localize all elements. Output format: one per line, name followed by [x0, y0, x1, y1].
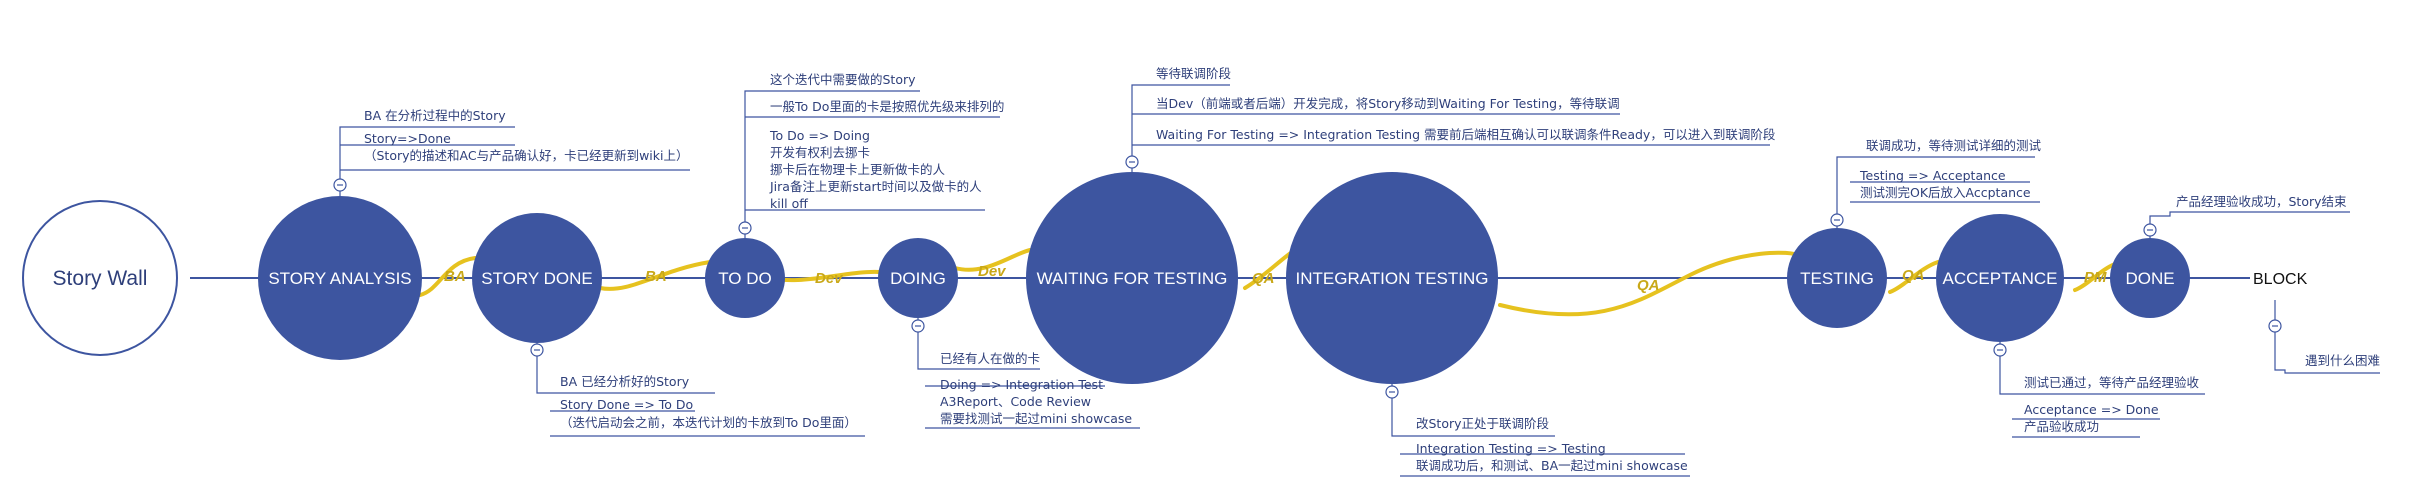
note-text: 需要找测试一起过mini showcase — [940, 411, 1132, 426]
note-text: Acceptance => Done — [2024, 402, 2159, 417]
connector-label: QA — [1637, 277, 1660, 294]
stage-nodes — [258, 172, 2190, 384]
note-text: （Story的描述和AC与产品确认好，卡已经更新到wiki上） — [364, 148, 689, 163]
node-label-doing: DOING — [890, 269, 946, 288]
node-label-waiting: WAITING FOR TESTING — [1037, 269, 1228, 288]
node-doing[interactable] — [878, 238, 958, 318]
note-text: 遇到什么困难 — [2305, 353, 2380, 368]
wave-done-todo — [598, 260, 712, 291]
node-story-done[interactable] — [472, 213, 602, 343]
note-text: kill off — [770, 196, 808, 211]
wave-waiting-integration — [1243, 250, 1294, 290]
note-text: Testing => Acceptance — [1859, 168, 2006, 183]
note-text: 联调成功，等待测试详细的测试 — [1866, 138, 2042, 153]
node-testing[interactable] — [1787, 228, 1887, 328]
connector-label: Dev — [815, 270, 844, 287]
root-circle[interactable] — [22, 200, 178, 356]
node-label-block[interactable]: BLOCK — [2253, 271, 2308, 288]
connector-label: Dev — [978, 263, 1007, 280]
node-to-do[interactable] — [705, 238, 785, 318]
note-text: （迭代启动会之前，本迭代计划的卡放到To Do里面） — [560, 415, 857, 430]
note-text: BA 在分析过程中的Story — [364, 108, 506, 123]
wave-testing-acceptance — [1888, 260, 1940, 294]
node-done[interactable] — [2110, 238, 2190, 318]
note-text: Story=>Done — [364, 131, 451, 146]
node-integration-testing[interactable] — [1286, 172, 1498, 384]
note-branches — [339, 84, 2380, 477]
connector-label: BA — [444, 268, 466, 285]
connector-label: BA — [645, 268, 667, 285]
note-text: Jira备注上更新start时间以及做卡的人 — [769, 179, 982, 194]
connector-label: PM — [2084, 269, 2107, 286]
note-text: Doing => Integration Test — [940, 377, 1103, 392]
node-acceptance[interactable] — [1936, 214, 2064, 342]
note-text: 测试已通过，等待产品经理验收 — [2024, 375, 2200, 390]
wave-acceptance-done — [2073, 262, 2117, 292]
node-story-analysis[interactable] — [258, 196, 422, 360]
note-text: A3Report、Code Review — [940, 394, 1091, 409]
node-label-to-do: TO DO — [718, 269, 772, 288]
note-text: 挪卡后在物理卡上更新做卡的人 — [770, 162, 946, 177]
node-label-story-analysis: STORY ANALYSIS — [268, 269, 411, 288]
wave-integration-testing — [1498, 250, 1802, 317]
note-text: 这个迭代中需要做的Story — [770, 72, 916, 87]
note-text: 产品验收成功 — [2024, 419, 2099, 434]
note-text: 一般To Do里面的卡是按照优先级来排列的 — [770, 99, 1004, 114]
node-label-testing: TESTING — [1800, 269, 1874, 288]
note-text: Story Done => To Do — [560, 397, 693, 412]
node-label-story-done: STORY DONE — [481, 269, 592, 288]
note-text: Integration Testing => Testing — [1416, 441, 1606, 456]
connector-label: QA — [1902, 267, 1925, 284]
note-text: 改Story正处于联调阶段 — [1416, 416, 1549, 431]
wave-analysis-done — [418, 256, 477, 297]
note-text: 产品经理验收成功，Story结束 — [2176, 194, 2347, 209]
note-text: 等待联调阶段 — [1156, 66, 1231, 81]
node-waiting-for-testing[interactable] — [1026, 172, 1238, 384]
note-text: To Do => Doing — [769, 128, 870, 143]
wave-doing-waiting — [953, 248, 1032, 272]
note-text: BA 已经分析好的Story — [560, 374, 690, 389]
note-text: 测试测完OK后放入Accptance — [1860, 185, 2031, 200]
node-label-integration: INTEGRATION TESTING — [1296, 269, 1489, 288]
node-label-acceptance: ACCEPTANCE — [1943, 269, 2058, 288]
note-text: Waiting For Testing => Integration Testi… — [1156, 127, 1775, 142]
connector-label: QA — [1252, 270, 1275, 287]
note-text: 联调成功后，和测试、BA一起过mini showcase — [1416, 458, 1688, 473]
root-label: Story Wall — [53, 267, 148, 290]
note-text: 已经有人在做的卡 — [940, 351, 1040, 366]
note-text: 开发有权利去挪卡 — [770, 145, 870, 160]
note-text: 当Dev（前端或者后端）开发完成，将Story移动到Waiting For Te… — [1156, 96, 1620, 111]
node-label-done: DONE — [2125, 269, 2174, 288]
